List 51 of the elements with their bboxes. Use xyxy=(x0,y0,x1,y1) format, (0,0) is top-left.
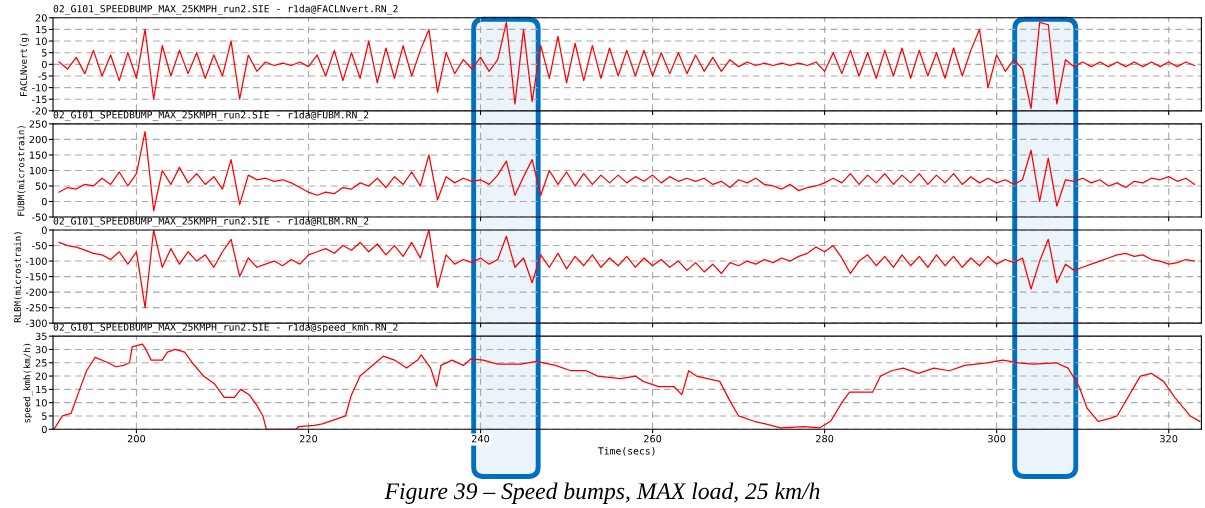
y-tick-label: 25 xyxy=(35,359,47,367)
y-tick-label: 250 xyxy=(29,120,47,128)
y-tick-label: 100 xyxy=(29,166,47,175)
y-tick-label: 10 xyxy=(36,399,47,407)
y-tick-label: 20 xyxy=(35,14,47,22)
y-tick-label: 30 xyxy=(35,345,47,354)
chart-title: 02_G101_SPEEDBUMP_MAX_25KMPH_run2.SIE - r1da@RLBM.RN_2 xyxy=(53,217,369,227)
y-axis-title: speed_kmh(km/h) xyxy=(23,343,33,423)
y-tick-label: -15 xyxy=(32,95,47,104)
x-tick-label: 260 xyxy=(644,434,662,443)
y-tick-label: 5 xyxy=(42,412,47,420)
line-series xyxy=(58,21,1196,110)
y-tick-label: -10 xyxy=(32,84,47,92)
y-tick-label: -50 xyxy=(32,213,47,221)
x-tick-label: 280 xyxy=(816,434,834,443)
x-tick-label: 220 xyxy=(299,434,318,443)
y-tick-label: 200 xyxy=(29,135,47,144)
y-tick-label: 0 xyxy=(41,425,47,434)
line-series xyxy=(58,230,1196,309)
y-tick-label: 15 xyxy=(36,26,47,34)
x-tick-label: 300 xyxy=(988,434,1006,443)
y-axis-title: FUBM(microstrain) xyxy=(17,126,26,216)
y-tick-label: 15 xyxy=(36,385,47,394)
caption: Figure 39 – Speed bumps, MAX load, 25 km/h xyxy=(384,482,820,504)
y-tick-label: -300 xyxy=(25,319,47,327)
y-tick-label: 50 xyxy=(35,182,47,190)
y-tick-label: 0 xyxy=(41,226,47,234)
line-series xyxy=(58,131,1196,212)
y-tick-label: 35 xyxy=(35,332,47,340)
y-tick-label: -150 xyxy=(25,273,47,281)
y-tick-label: -20 xyxy=(32,107,47,115)
y-tick-label: 10 xyxy=(36,37,47,45)
x-axis-title: Time(secs) xyxy=(598,447,655,456)
chart-title: 02_G101_SPEEDBUMP_MAX_25KMPH_run2.SIE - r1da@speed_kmh.RN_2 xyxy=(53,323,398,333)
y-tick-label: 5 xyxy=(42,49,47,57)
chart-title: 02_G101_SPEEDBUMP_MAX_25KMPH_run2.SIE - r1da@FACLNvert.RN_2 xyxy=(53,4,398,15)
y-tick-label: -100 xyxy=(25,257,47,265)
x-tick-label: 240 xyxy=(471,434,490,443)
y-tick-label: -200 xyxy=(25,288,47,296)
y-tick-label: 0 xyxy=(41,60,47,69)
y-tick-label: 20 xyxy=(35,372,47,380)
y-tick-label: -50 xyxy=(32,242,47,250)
x-tick-label: 320 xyxy=(1160,434,1178,443)
y-tick-label: 0 xyxy=(41,197,47,206)
x-tick-label: 200 xyxy=(127,434,146,443)
y-tick-label: -5 xyxy=(38,72,47,80)
y-axis-title: FACLNvert(g) xyxy=(20,33,29,96)
y-tick-label: -250 xyxy=(25,304,47,312)
y-tick-label: 150 xyxy=(29,151,47,159)
y-axis-title: RLBM(microstrain) xyxy=(13,232,22,323)
chart-title: 02_G101_SPEEDBUMP_MAX_25KMPH_run2.SIE - r1da@FUBM.RN_2 xyxy=(53,110,369,121)
